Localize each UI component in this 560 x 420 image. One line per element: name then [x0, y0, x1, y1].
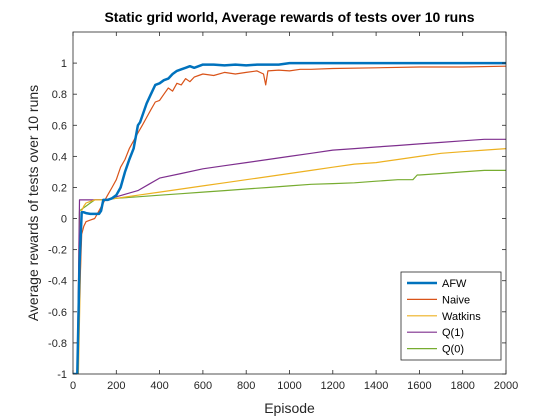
- series-line-watkins: [73, 148, 506, 374]
- legend-label-q0: Q(0): [442, 344, 464, 356]
- y-tick-label: 0.2: [52, 182, 67, 194]
- x-axis: 0 200 400 600 800 1000 1200 1400 1600 1800 2000: [70, 32, 518, 392]
- x-tick-label: 200: [107, 380, 125, 392]
- x-tick-label: 1400: [364, 380, 388, 392]
- y-tick-label: -0.4: [48, 276, 67, 288]
- y-tick-label: 0.4: [52, 151, 67, 163]
- x-tick-label: 1600: [407, 380, 431, 392]
- legend-label-watkins: Watkins: [442, 311, 481, 323]
- y-axis: -1 -0.8 -0.6 -0.4 -0.2 0 0.2 0.4 0.6 0.8 1: [48, 58, 506, 381]
- series-line-q1: [73, 138, 506, 374]
- x-tick-label: 0: [70, 380, 76, 392]
- y-tick-label: 0.8: [52, 89, 67, 101]
- x-axis-label: Episode: [264, 400, 315, 416]
- y-axis-label: Average rewards of tests over 10 runs: [25, 85, 41, 321]
- series-line-q0: [73, 169, 506, 374]
- x-tick-label: 600: [194, 380, 212, 392]
- y-tick-label: -0.2: [48, 245, 67, 257]
- x-tick-label: 1200: [321, 380, 345, 392]
- y-tick-label: -0.8: [48, 338, 67, 350]
- x-tick-label: 2000: [494, 380, 518, 392]
- y-tick-label: 1: [61, 58, 67, 70]
- legend: AFW Naive Watkins Q(1) Q(0): [400, 271, 502, 361]
- legend-label-afw: AFW: [442, 278, 467, 290]
- y-tick-label: 0.6: [52, 120, 67, 132]
- x-tick-label: 1800: [450, 380, 474, 392]
- x-tick-label: 800: [237, 380, 255, 392]
- y-tick-label: 0: [61, 214, 67, 226]
- y-tick-label: -1: [57, 369, 67, 381]
- legend-label-naive: Naive: [442, 294, 470, 306]
- legend-label-q1: Q(1): [442, 327, 464, 339]
- series-line-afw: [73, 61, 506, 374]
- series-line-naive: [73, 65, 506, 374]
- y-tick-label: -0.6: [48, 307, 67, 319]
- chart-title: Static grid world, Average rewards of te…: [104, 9, 474, 25]
- series-layer: [73, 61, 506, 374]
- x-tick-label: 1000: [277, 380, 301, 392]
- x-tick-label: 400: [150, 380, 168, 392]
